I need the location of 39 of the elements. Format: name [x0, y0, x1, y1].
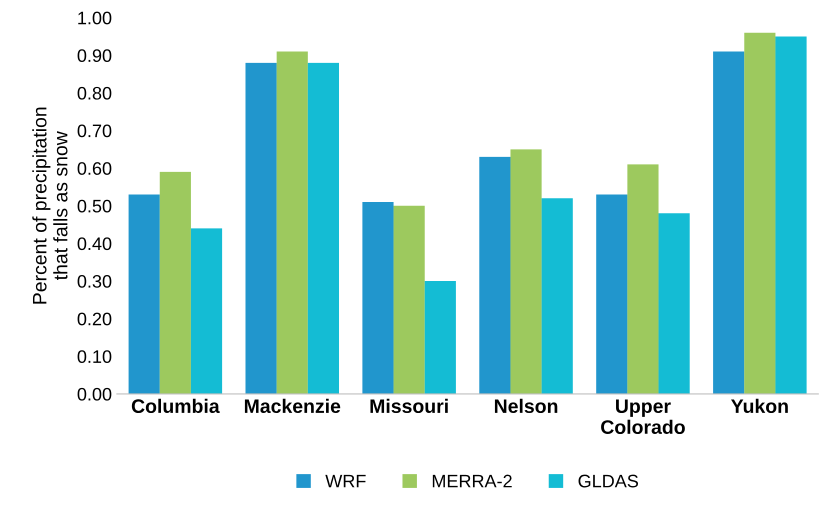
y-axis-title: Percent of precipitation that falls as snow	[32, 108, 68, 304]
y-tick-label: 0.80	[78, 86, 112, 100]
legend-label: GLDAS	[578, 474, 638, 488]
x-tick-label: Yukon	[731, 398, 788, 414]
legend-label: WRF	[325, 474, 366, 488]
y-tick-label: 0.20	[78, 312, 112, 326]
bar	[308, 62, 340, 394]
bar	[394, 206, 425, 394]
bar	[775, 36, 807, 394]
bar	[128, 194, 160, 394]
x-tick-label: Missouri	[370, 398, 448, 414]
bar	[627, 164, 659, 394]
y-tick-label: 1.00	[78, 12, 112, 24]
bar	[424, 281, 456, 394]
bar	[160, 172, 191, 394]
y-tick-label: 0.30	[78, 274, 112, 288]
y-tick-label: 0.60	[78, 162, 112, 175]
bar	[510, 149, 542, 394]
y-tick-label: 0.40	[78, 237, 112, 250]
y-tick-label: 0.10	[78, 350, 112, 363]
bar	[190, 228, 222, 394]
legend-label: MERRA-2	[432, 474, 512, 488]
bar	[362, 202, 394, 394]
bar	[245, 62, 277, 394]
x-tick-label: Nelson	[494, 398, 558, 414]
x-tick-label: Upper Colorado	[601, 399, 685, 434]
y-tick-label: 0.50	[78, 200, 112, 213]
bar	[713, 52, 744, 394]
bar	[542, 198, 573, 394]
bar	[744, 32, 776, 394]
bar	[479, 156, 510, 394]
y-tick-label: 0.00	[78, 388, 112, 401]
y-tick-label: 0.90	[78, 49, 112, 62]
bar	[596, 194, 628, 394]
x-tick-label: Mackenzie	[244, 398, 340, 414]
bar	[276, 52, 308, 394]
y-tick-label: 0.70	[78, 124, 112, 138]
bar	[658, 213, 690, 394]
x-tick-label: Columbia	[132, 398, 220, 414]
